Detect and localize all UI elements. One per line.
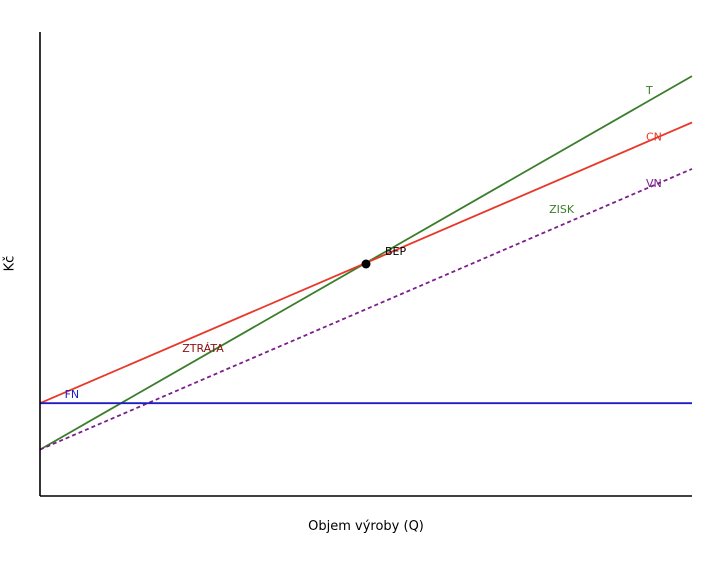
series-line-vn bbox=[39, 168, 693, 451]
series-label-vn: VN bbox=[646, 177, 662, 190]
annotation-marker-bep bbox=[361, 259, 371, 269]
series-label-t: T bbox=[645, 84, 653, 97]
x-axis-label: Objem výroby (Q) bbox=[308, 519, 424, 534]
y-axis-label: Kč bbox=[2, 255, 18, 272]
label-layer: T CN VN FN BEP ZTRÁTA ZISK bbox=[65, 84, 662, 401]
series-label-fn: FN bbox=[65, 388, 80, 401]
annotation-bep: BEP bbox=[385, 245, 406, 258]
series-label-cn: CN bbox=[646, 131, 662, 144]
annotation-zisk: ZISK bbox=[549, 203, 575, 216]
annotation-ztrata: ZTRÁTA bbox=[182, 342, 224, 355]
